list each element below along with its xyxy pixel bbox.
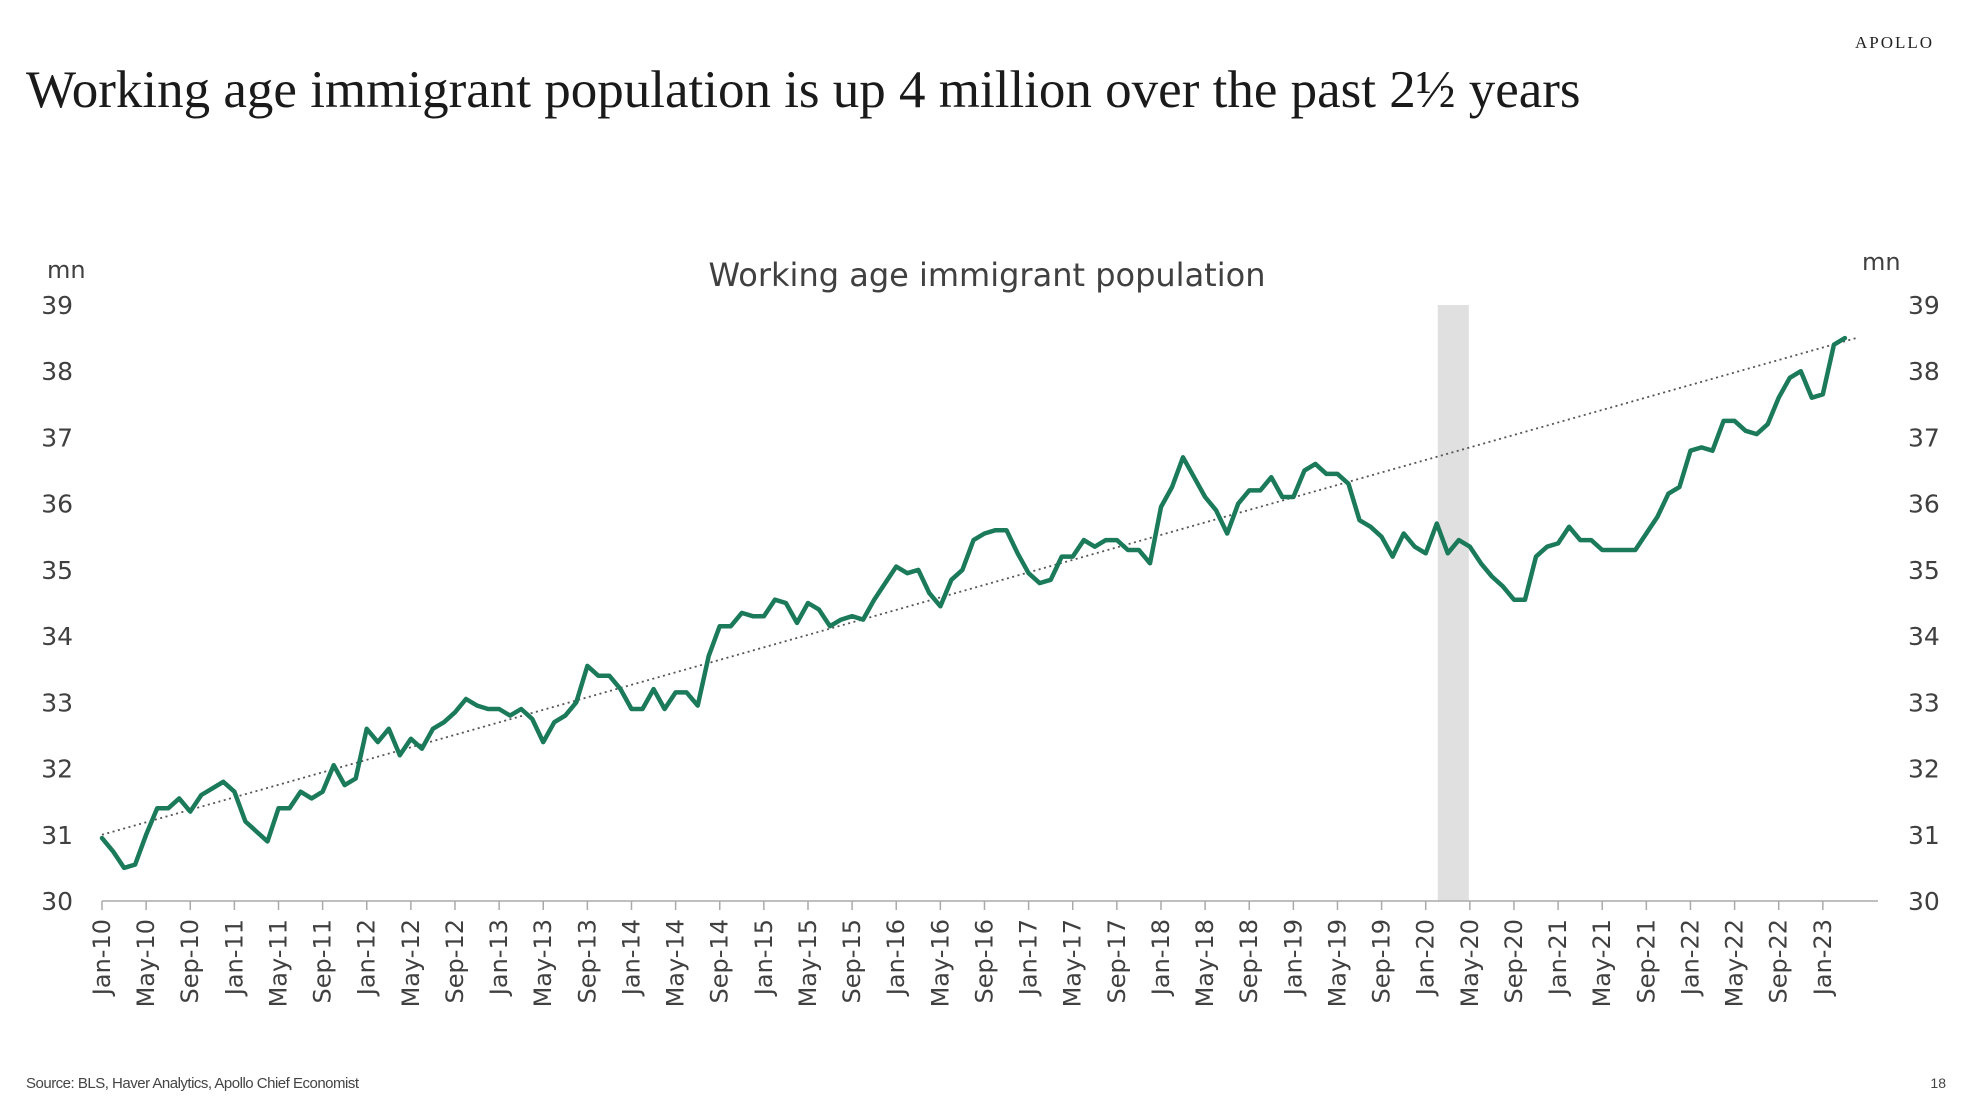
x-tick-label: Sep-13 <box>573 919 601 1003</box>
y-tick-label-left: 33 <box>41 688 73 717</box>
x-tick-label: Jan-12 <box>353 919 381 997</box>
x-tick-label: May-20 <box>1456 919 1484 1007</box>
y-tick-label-left: 35 <box>41 556 73 585</box>
x-tick-label: Sep-10 <box>176 919 204 1003</box>
y-tick-label-right: 32 <box>1908 755 1940 784</box>
x-tick-label: May-13 <box>529 919 557 1007</box>
y-tick-label-right: 35 <box>1908 556 1940 585</box>
x-tick-label: Sep-19 <box>1368 919 1396 1003</box>
y-tick-label-right: 39 <box>1908 291 1940 320</box>
x-tick-label: May-22 <box>1721 919 1749 1007</box>
x-tick-label: Jan-18 <box>1147 919 1175 997</box>
y-tick-label-left: 36 <box>41 490 73 519</box>
x-tick-label: Sep-22 <box>1765 919 1793 1003</box>
x-tick-label: May-15 <box>794 919 822 1007</box>
x-tick-label: Sep-11 <box>309 919 337 1003</box>
apollo-logo: APOLLO <box>1855 33 1935 52</box>
y-axis-unit-right: mn <box>1862 248 1901 276</box>
y-tick-label-left: 34 <box>41 622 73 651</box>
x-tick-label: Jan-14 <box>617 919 645 997</box>
slide-title: Working age immigrant population is up 4… <box>26 61 1581 119</box>
series-line <box>99 335 1848 871</box>
y-tick-label-right: 31 <box>1908 821 1940 850</box>
y-tick-label-right: 30 <box>1908 887 1940 916</box>
x-tick-label: May-16 <box>926 919 954 1007</box>
x-tick-label: Jan-22 <box>1676 919 1704 997</box>
x-tick-label: Jan-20 <box>1412 919 1440 997</box>
x-tick-label: May-21 <box>1588 919 1616 1007</box>
page-number: 18 <box>1930 1075 1946 1091</box>
chart-title: Working age immigrant population <box>709 256 1266 294</box>
x-tick-label: Sep-21 <box>1632 919 1660 1003</box>
y-tick-label-right: 33 <box>1908 688 1940 717</box>
x-tick-label: Jan-23 <box>1809 919 1837 997</box>
y-tick-label-left: 37 <box>41 423 73 452</box>
x-tick-label: Jan-19 <box>1279 919 1307 997</box>
y-tick-label-right: 36 <box>1908 490 1940 519</box>
x-tick-label: Jan-13 <box>485 919 513 997</box>
y-tick-label-right: 34 <box>1908 622 1940 651</box>
x-tick-label: Sep-16 <box>970 919 998 1003</box>
x-tick-label: May-12 <box>397 919 425 1007</box>
x-tick-label: Sep-17 <box>1103 919 1131 1003</box>
y-tick-label-right: 38 <box>1908 357 1940 386</box>
x-tick-label: May-17 <box>1059 919 1087 1007</box>
x-tick-label: Jan-17 <box>1015 919 1043 997</box>
x-tick-label: Sep-20 <box>1500 919 1528 1003</box>
x-tick-label: Sep-14 <box>706 919 734 1003</box>
x-tick-label: Sep-15 <box>838 919 866 1003</box>
recession-band <box>1437 305 1469 901</box>
x-tick-label: May-14 <box>662 919 690 1007</box>
y-tick-label-left: 30 <box>41 887 73 916</box>
x-tick-label: Jan-21 <box>1544 919 1572 997</box>
x-tick-label: Jan-15 <box>750 919 778 997</box>
source-note: Source: BLS, Haver Analytics, Apollo Chi… <box>26 1075 359 1092</box>
x-tick-label: Jan-10 <box>88 919 116 997</box>
x-tick-label: May-10 <box>132 919 160 1007</box>
y-tick-label-left: 31 <box>41 821 73 850</box>
x-tick-label: Sep-12 <box>441 919 469 1003</box>
x-tick-label: Sep-18 <box>1235 919 1263 1003</box>
x-tick-label: Jan-11 <box>220 919 248 997</box>
y-tick-label-left: 39 <box>41 291 73 320</box>
y-tick-label-left: 32 <box>41 755 73 784</box>
x-tick-label: May-11 <box>264 919 292 1007</box>
x-tick-label: May-19 <box>1323 919 1351 1007</box>
y-axis-unit-left: mn <box>47 256 86 284</box>
trend-line <box>101 337 1857 836</box>
y-tick-label-left: 38 <box>41 357 73 386</box>
x-tick-label: May-18 <box>1191 919 1219 1007</box>
x-tick-label: Jan-16 <box>882 919 910 997</box>
y-tick-label-right: 37 <box>1908 423 1940 452</box>
